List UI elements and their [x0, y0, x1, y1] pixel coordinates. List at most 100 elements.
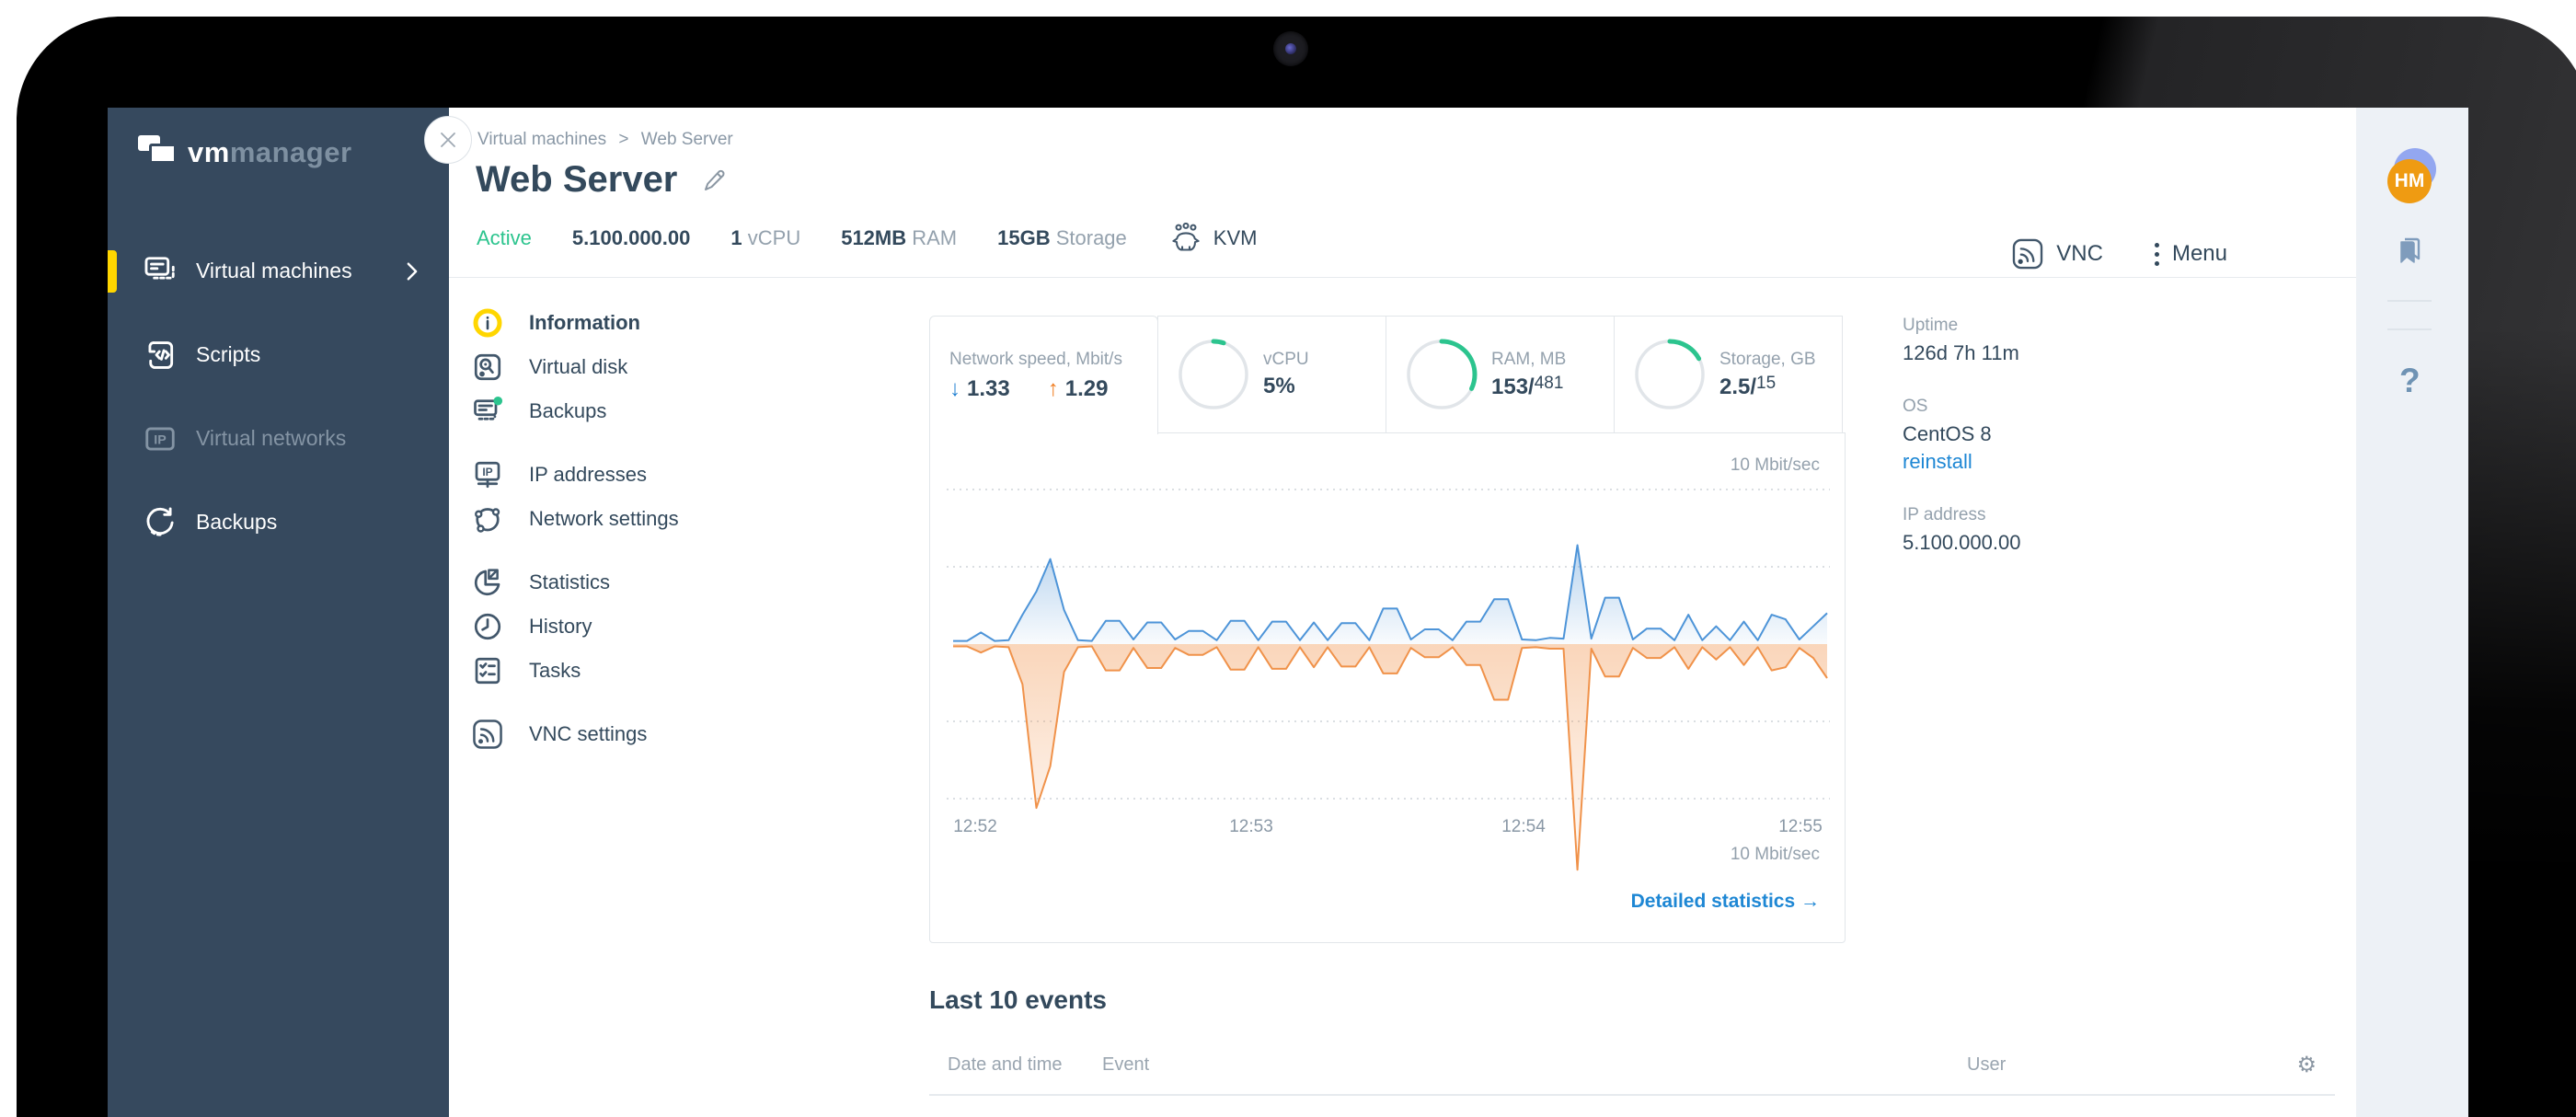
reinstall-link[interactable]: reinstall [1903, 450, 1972, 473]
vnc-settings-icon [473, 720, 502, 749]
information-icon [473, 308, 502, 338]
breadcrumb-separator: > [618, 130, 629, 149]
column-date-and-time: Date and time [948, 1054, 1063, 1075]
detailed-statistics-link[interactable]: Detailed statistics → [1630, 891, 1820, 912]
chevron-right-icon [407, 262, 418, 280]
uptime-block: Uptime 126d 7h 11m [1903, 315, 2020, 367]
bookmark-icon[interactable] [2398, 236, 2423, 266]
ip-addresses-icon: IP [475, 461, 500, 489]
tablet-camera [1273, 31, 1308, 66]
ram-gauge [1406, 339, 1478, 410]
vm-section-menu: Information Virtual disk [449, 278, 929, 943]
menu-item-ip-addresses[interactable]: IP IP addresses [471, 453, 929, 497]
ip-networks-icon: IP [145, 426, 175, 451]
close-icon [441, 132, 455, 147]
x-tick: 12:52 [953, 817, 997, 836]
column-event: Event [1102, 1054, 1150, 1075]
history-icon [474, 613, 501, 640]
sidebar-item-virtual-machines[interactable]: Virtual machines [108, 229, 449, 313]
kebab-menu-icon [2154, 240, 2159, 268]
scripts-icon [148, 340, 174, 369]
vm-cpu: 1 vCPU [730, 226, 801, 249]
app-screen: vmmanager Virtual machines [108, 108, 2468, 1117]
top-scale-label: 10 Mbit/sec [1730, 455, 1820, 475]
sidebar-nav: Virtual machines Scripts [108, 229, 449, 564]
menu-item-statistics[interactable]: Statistics [471, 560, 929, 605]
vnc-button[interactable]: VNC [2012, 238, 2103, 270]
vm-info-panel: Uptime 126d 7h 11m OS CentOS 8 reinstall… [1903, 278, 2020, 943]
camera-lens-icon [1285, 43, 1296, 54]
download-speed: ↓ 1.33 [949, 376, 1010, 401]
sidebar-item-backups[interactable]: Backups [108, 480, 449, 564]
arrow-down-icon: ↓ [949, 376, 960, 401]
metric-tabs: Network speed, Mbit/s ↓ 1.33 ↑ 1.29 [929, 316, 1846, 434]
right-toolbar: HM ? [2356, 108, 2468, 1117]
backups-icon [146, 507, 174, 536]
toolbar-divider [2387, 300, 2432, 302]
menu-item-backups[interactable]: Backups [471, 389, 929, 433]
table-settings-gear-icon[interactable]: ⚙ [2296, 1052, 2317, 1077]
ip-block: IP address 5.100.000.00 [1903, 504, 2020, 557]
statistics-widget: Network speed, Mbit/s ↓ 1.33 ↑ 1.29 [929, 278, 1846, 943]
help-button[interactable]: ? [2399, 362, 2421, 399]
kvm-mascot-icon [1172, 223, 1200, 251]
active-indicator [108, 249, 117, 293]
tab-storage[interactable]: Storage, GB 2.5/15 [1614, 316, 1843, 433]
gridlines [947, 489, 1830, 800]
ip-value: 5.100.000.00 [1903, 531, 2021, 554]
breadcrumb: Virtual machines > Web Server [449, 108, 2356, 150]
toolbar-divider [2387, 328, 2432, 330]
x-tick: 12:53 [1229, 817, 1273, 836]
breadcrumb-virtual-machines[interactable]: Virtual machines [477, 130, 607, 149]
main-content: Virtual machines > Web Server Web Server… [424, 108, 2356, 1117]
events-table-header: Date and time Event User ⚙ [929, 1052, 2335, 1096]
vcpu-gauge [1178, 339, 1249, 410]
vm-summary-row: Active 5.100.000.00 1 vCPU 512MB RAM 15G… [477, 223, 2356, 254]
svg-text:IP: IP [154, 432, 167, 447]
virtual-disk-icon [474, 353, 501, 381]
menu-button[interactable]: Menu [2154, 240, 2227, 268]
bottom-scale-label: 10 Mbit/sec [1730, 845, 1820, 864]
statistics-icon [474, 569, 500, 596]
sidebar-item-scripts[interactable]: Scripts [108, 313, 449, 397]
arrow-up-icon: ↑ [1047, 376, 1059, 401]
menu-item-virtual-disk[interactable]: Virtual disk [471, 345, 929, 389]
user-avatar[interactable]: HM [2387, 148, 2436, 203]
vm-backups-icon [474, 396, 503, 420]
column-user: User [1967, 1054, 2007, 1075]
menu-item-tasks[interactable]: Tasks [471, 649, 929, 693]
page-title: Web Server [476, 159, 678, 200]
network-speed-chart: 10 Mbit/sec 12:52 12:53 12:54 12:55 10 M… [929, 432, 1846, 943]
svg-text:IP: IP [482, 466, 492, 478]
virtual-machines-icon [144, 256, 175, 280]
vm-storage: 15GB Storage [997, 226, 1127, 249]
tab-network-speed[interactable]: Network speed, Mbit/s ↓ 1.33 ↑ 1.29 [929, 316, 1158, 434]
menu-item-history[interactable]: History [471, 605, 929, 649]
status-badge: Active [477, 226, 532, 249]
sidebar: vmmanager Virtual machines [108, 108, 449, 1117]
storage-gauge [1634, 339, 1706, 410]
sidebar-item-virtual-networks[interactable]: IP Virtual networks [108, 397, 449, 480]
vm-ram: 512MB RAM [841, 226, 958, 249]
menu-item-information[interactable]: Information [471, 301, 929, 345]
vm-ip: 5.100.000.00 [571, 226, 691, 249]
tasks-icon [475, 657, 500, 685]
ram-usage: 153/481 [1491, 373, 1564, 399]
vmmanager-logo-icon [138, 135, 178, 170]
os-block: OS CentOS 8 reinstall [1903, 396, 2020, 476]
breadcrumb-web-server: Web Server [640, 130, 733, 149]
vm-virtualization: KVM [1167, 223, 1257, 254]
header-divider [449, 277, 2356, 278]
app-logo[interactable]: vmmanager [138, 135, 449, 170]
tab-vcpu[interactable]: vCPU 5% [1157, 316, 1386, 433]
events-title: Last 10 events [929, 985, 1107, 1014]
upload-speed: ↑ 1.29 [1047, 376, 1109, 401]
x-tick: 12:55 [1778, 817, 1823, 836]
menu-item-vnc-settings[interactable]: VNC settings [471, 712, 929, 756]
menu-item-network-settings[interactable]: Network settings [471, 497, 929, 541]
uptime-value: 126d 7h 11m [1903, 341, 2019, 364]
tab-ram[interactable]: RAM, MB 153/481 [1386, 316, 1615, 433]
close-button[interactable] [424, 116, 472, 164]
network-settings-icon [475, 508, 500, 533]
edit-title-icon[interactable] [701, 167, 729, 194]
